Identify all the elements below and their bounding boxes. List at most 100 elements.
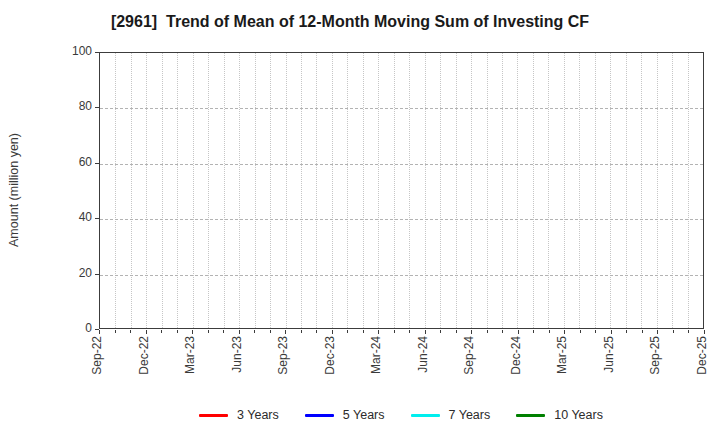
x-tick-mark — [704, 330, 705, 334]
x-gridline — [162, 53, 163, 328]
legend-label: 10 Years — [554, 408, 603, 422]
legend-item: 7 Years — [411, 408, 491, 422]
x-gridline — [208, 53, 209, 328]
y-tick-mark — [95, 52, 99, 53]
y-gridline — [100, 164, 703, 165]
legend-line-swatch — [199, 414, 228, 417]
x-gridline — [610, 53, 611, 328]
x-gridline — [471, 53, 472, 328]
x-gridline — [657, 53, 658, 328]
x-tick-mark — [363, 330, 364, 333]
legend-line-swatch — [305, 414, 334, 417]
plot-area — [99, 52, 704, 329]
x-gridline — [533, 53, 534, 328]
x-gridline — [177, 53, 178, 328]
x-tick-mark — [316, 330, 317, 333]
x-tick-mark — [177, 330, 178, 333]
legend-item: 3 Years — [199, 408, 279, 422]
x-tick-mark — [611, 330, 612, 334]
x-tick-mark — [409, 330, 410, 333]
chart-title: [2961] Trend of Mean of 12-Month Moving … — [0, 13, 700, 31]
x-gridline — [579, 53, 580, 328]
x-tick-mark — [440, 330, 441, 333]
x-gridline — [548, 53, 549, 328]
x-tick-label: Jun-24 — [417, 336, 431, 373]
x-tick-mark — [270, 330, 271, 333]
x-tick-mark — [332, 330, 333, 334]
x-tick-label: Sep-25 — [649, 336, 663, 375]
x-gridline — [440, 53, 441, 328]
x-tick-mark — [239, 330, 240, 334]
x-tick-label: Jun-25 — [603, 336, 617, 373]
x-gridline — [502, 53, 503, 328]
y-tick-label: 0 — [58, 321, 92, 336]
legend-label: 7 Years — [449, 408, 491, 422]
x-gridline — [595, 53, 596, 328]
x-tick-mark — [673, 330, 674, 333]
y-gridline — [100, 275, 703, 276]
x-tick-label: Dec-23 — [324, 336, 338, 375]
legend-label: 5 Years — [343, 408, 385, 422]
x-gridline — [672, 53, 673, 328]
x-gridline — [626, 53, 627, 328]
x-tick-label: Sep-23 — [277, 336, 291, 375]
x-gridline — [255, 53, 256, 328]
x-gridline — [316, 53, 317, 328]
x-gridline — [378, 53, 379, 328]
x-tick-mark — [657, 330, 658, 334]
y-tick-mark — [95, 163, 99, 164]
x-tick-mark — [285, 330, 286, 334]
y-axis-label: Amount (million yen) — [7, 133, 21, 247]
x-tick-label: Dec-24 — [510, 336, 524, 375]
y-tick-label: 20 — [58, 266, 92, 281]
x-gridline — [688, 53, 689, 328]
x-tick-mark — [115, 330, 116, 333]
x-tick-mark — [626, 330, 627, 333]
x-gridline — [115, 53, 116, 328]
x-tick-mark — [378, 330, 379, 334]
x-tick-label: Dec-22 — [138, 336, 152, 375]
chart-figure: [2961] Trend of Mean of 12-Month Moving … — [0, 0, 720, 440]
y-tick-mark — [95, 274, 99, 275]
y-tick-label: 100 — [58, 44, 92, 59]
x-tick-mark — [533, 330, 534, 333]
x-tick-mark — [518, 330, 519, 334]
x-tick-mark — [161, 330, 162, 333]
x-gridline — [487, 53, 488, 328]
x-tick-mark — [99, 330, 100, 334]
x-tick-mark — [595, 330, 596, 333]
x-gridline — [193, 53, 194, 328]
x-tick-mark — [688, 330, 689, 333]
x-tick-label: Mar-23 — [184, 336, 198, 374]
x-tick-mark — [487, 330, 488, 333]
x-gridline — [146, 53, 147, 328]
x-tick-label: Mar-24 — [370, 336, 384, 374]
x-tick-mark — [223, 330, 224, 333]
x-tick-mark — [425, 330, 426, 334]
y-tick-mark — [95, 218, 99, 219]
x-tick-label: Jun-23 — [231, 336, 245, 373]
x-tick-label: Mar-25 — [556, 336, 570, 374]
legend-line-swatch — [516, 414, 545, 417]
x-tick-mark — [347, 330, 348, 333]
x-tick-label: Sep-22 — [91, 336, 105, 375]
y-tick-mark — [95, 107, 99, 108]
x-tick-mark — [208, 330, 209, 333]
x-tick-mark — [254, 330, 255, 333]
x-tick-mark — [580, 330, 581, 333]
x-gridline — [347, 53, 348, 328]
x-tick-mark — [192, 330, 193, 334]
x-gridline — [286, 53, 287, 328]
x-tick-mark — [502, 330, 503, 333]
x-gridline — [363, 53, 364, 328]
x-tick-label: Dec-25 — [696, 336, 710, 375]
x-tick-mark — [301, 330, 302, 333]
x-gridline — [641, 53, 642, 328]
y-tick-label: 80 — [58, 99, 92, 114]
x-gridline — [301, 53, 302, 328]
legend-line-swatch — [411, 414, 440, 417]
x-gridline — [270, 53, 271, 328]
x-gridline — [332, 53, 333, 328]
x-gridline — [239, 53, 240, 328]
x-tick-mark — [456, 330, 457, 333]
